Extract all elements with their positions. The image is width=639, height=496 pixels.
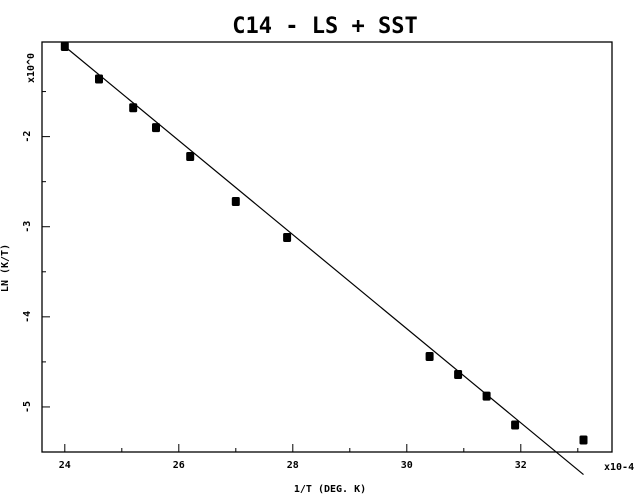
data-points — [60, 42, 588, 445]
y-tick-label: -5 — [22, 401, 33, 413]
y-axis-ticks: -2 -3 -4 -5 — [22, 91, 50, 453]
y-multiplier: x10^0 — [26, 53, 37, 83]
data-point — [482, 391, 491, 401]
data-point — [186, 151, 195, 161]
y-tick-label: -2 — [22, 131, 33, 143]
fit-line-group — [64, 46, 584, 475]
x-axis-label: 1/T (DEG. K) — [294, 484, 366, 495]
y-tick-label: -4 — [22, 311, 33, 323]
data-point — [60, 42, 69, 52]
x-axis-ticks: 24 26 28 30 32 — [59, 444, 579, 471]
data-point — [95, 74, 103, 84]
data-point — [454, 370, 463, 380]
x-multiplier: x10-4 — [604, 462, 634, 473]
y-axis-label: LN (K/T) — [0, 244, 11, 292]
data-point — [283, 233, 292, 243]
x-tick-label: 30 — [401, 460, 413, 471]
data-point — [425, 351, 434, 361]
plot-border — [41, 41, 613, 453]
chart-title: C14 - LS + SST — [232, 14, 417, 39]
y-tick-label: -3 — [22, 221, 33, 233]
x-tick-label: 24 — [59, 460, 71, 471]
plot-frame — [41, 41, 613, 453]
data-point — [129, 103, 138, 113]
data-point — [511, 420, 520, 430]
x-tick-label: 32 — [515, 460, 527, 471]
x-tick-label: 26 — [173, 460, 185, 471]
data-point — [579, 435, 588, 445]
x-tick-label: 28 — [287, 460, 299, 471]
data-point — [152, 123, 160, 133]
data-point — [231, 196, 240, 206]
fit-line — [64, 46, 584, 475]
